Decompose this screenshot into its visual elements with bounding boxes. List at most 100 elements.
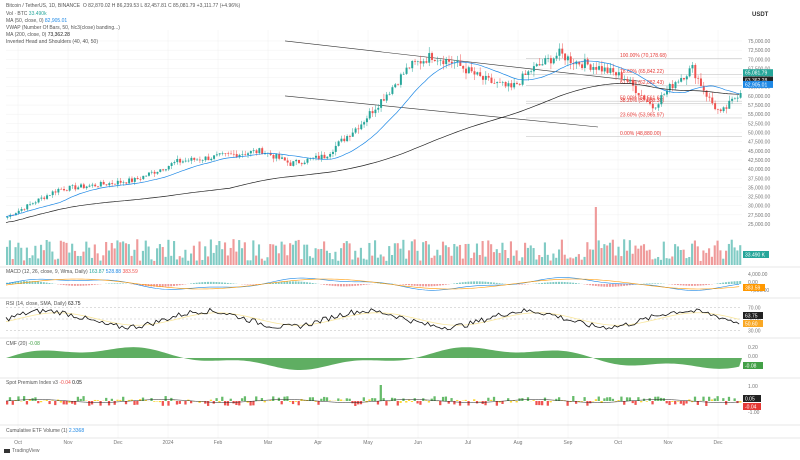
premium-bar: [297, 401, 300, 406]
candle-body: [521, 73, 524, 85]
volume-bar: [617, 246, 620, 265]
ma200-line: [5, 83, 740, 223]
currency-label[interactable]: USDT: [752, 12, 769, 18]
volume-bar: [37, 258, 40, 265]
volume-bar: [93, 244, 96, 265]
candle-body: [317, 155, 320, 160]
volume-bar: [337, 260, 340, 265]
volume-bar: [325, 250, 328, 265]
volume-bar: [342, 243, 345, 265]
volume-bar: [611, 239, 614, 265]
premium-axis-label: -1.00: [748, 410, 760, 416]
volume-bar: [376, 257, 379, 265]
premium-bar: [99, 401, 102, 406]
macd-histogram-bar: [705, 284, 708, 286]
volume-bar: [215, 245, 218, 265]
volume-bar: [430, 257, 433, 265]
volume-bar: [90, 257, 94, 265]
candle-body: [170, 163, 173, 166]
candle-body: [20, 209, 23, 211]
volume-bar: [572, 258, 575, 265]
candle-body: [351, 132, 354, 137]
volume-bar: [699, 260, 702, 265]
volume-bar: [659, 259, 663, 265]
tradingview-footer[interactable]: TradingView: [4, 448, 40, 454]
premium-bar: [153, 401, 156, 402]
premium-tag-text: 0.05: [745, 397, 755, 403]
premium-bar: [651, 401, 654, 405]
volume-bar: [317, 249, 320, 265]
premium-bar: [308, 397, 312, 401]
volume-bar: [685, 258, 688, 265]
candle-body: [363, 122, 366, 125]
macd-histogram-bar: [473, 281, 476, 284]
premium-bar: [676, 401, 680, 402]
candle-body: [224, 153, 227, 154]
volume-bar: [291, 244, 295, 265]
volume-bar: [124, 243, 128, 265]
volume-bar: [719, 250, 722, 265]
premium-bar: [430, 398, 433, 401]
volume-bar: [73, 250, 77, 265]
premium-bar: [733, 398, 736, 401]
premium-bar: [447, 401, 450, 404]
candle-body: [572, 63, 575, 65]
candle-body: [303, 162, 306, 165]
price-axis-label: 72,500.00: [748, 48, 770, 54]
macd-histogram-bar: [286, 281, 289, 284]
macd-histogram-bar: [439, 284, 442, 286]
time-axis-label: Jul: [465, 440, 471, 446]
legend-volume-value: 33.490k: [28, 11, 47, 17]
fib-level-label: 50.00% (58,561.63): [620, 96, 664, 102]
premium-bar: [594, 399, 598, 401]
volume-tag-bg: [743, 251, 769, 258]
volume-bar: [68, 252, 71, 265]
candle-body: [586, 59, 589, 65]
macd-histogram-bar: [625, 284, 628, 286]
candle-body: [63, 189, 66, 191]
volume-bar: [623, 239, 626, 265]
candle-body: [6, 216, 9, 218]
macd-histogram-bar: [691, 284, 694, 286]
premium-bar: [272, 396, 275, 401]
volume-bar: [524, 242, 527, 265]
price-axis-label: 45,000.00: [748, 149, 770, 155]
macd-histogram-bar: [699, 284, 702, 286]
premium-bar: [39, 401, 43, 403]
volume-bar: [362, 258, 365, 265]
volume-bar: [739, 245, 742, 265]
premium-bar: [453, 401, 456, 405]
volume-bar: [354, 250, 357, 265]
volume-bar: [181, 257, 184, 265]
price-axis-label: 30,000.00: [748, 204, 770, 210]
macd-histogram-bar: [252, 284, 255, 285]
volume-bar: [725, 250, 728, 265]
volume-bar: [150, 259, 153, 265]
premium-bar: [495, 401, 498, 406]
candle-body: [74, 185, 77, 190]
candle-body: [419, 61, 422, 64]
volume-bar: [558, 249, 561, 265]
premium-bar: [597, 396, 600, 401]
premium-bar: [501, 401, 504, 404]
candle-body: [699, 78, 702, 87]
fib-level-label: 0.00% (48,880.00): [620, 131, 661, 137]
candle-body: [14, 213, 17, 216]
premium-bar: [59, 401, 63, 403]
candle-body: [405, 67, 408, 74]
premium-bar: [351, 401, 354, 404]
candle-body: [617, 72, 620, 76]
volume-bar: [501, 242, 504, 265]
macd-histogram-bar: [65, 284, 68, 286]
premium-bar: [354, 401, 357, 406]
volume-bar: [600, 248, 603, 265]
volume-bar: [187, 260, 190, 265]
premium-bar: [634, 401, 637, 405]
etf-value: 2.3368: [68, 428, 85, 434]
candle-body: [108, 183, 111, 186]
volume-bar: [39, 244, 43, 265]
macd-histogram-bar: [577, 283, 580, 284]
candle-body: [541, 64, 544, 66]
premium-bar: [637, 397, 640, 401]
